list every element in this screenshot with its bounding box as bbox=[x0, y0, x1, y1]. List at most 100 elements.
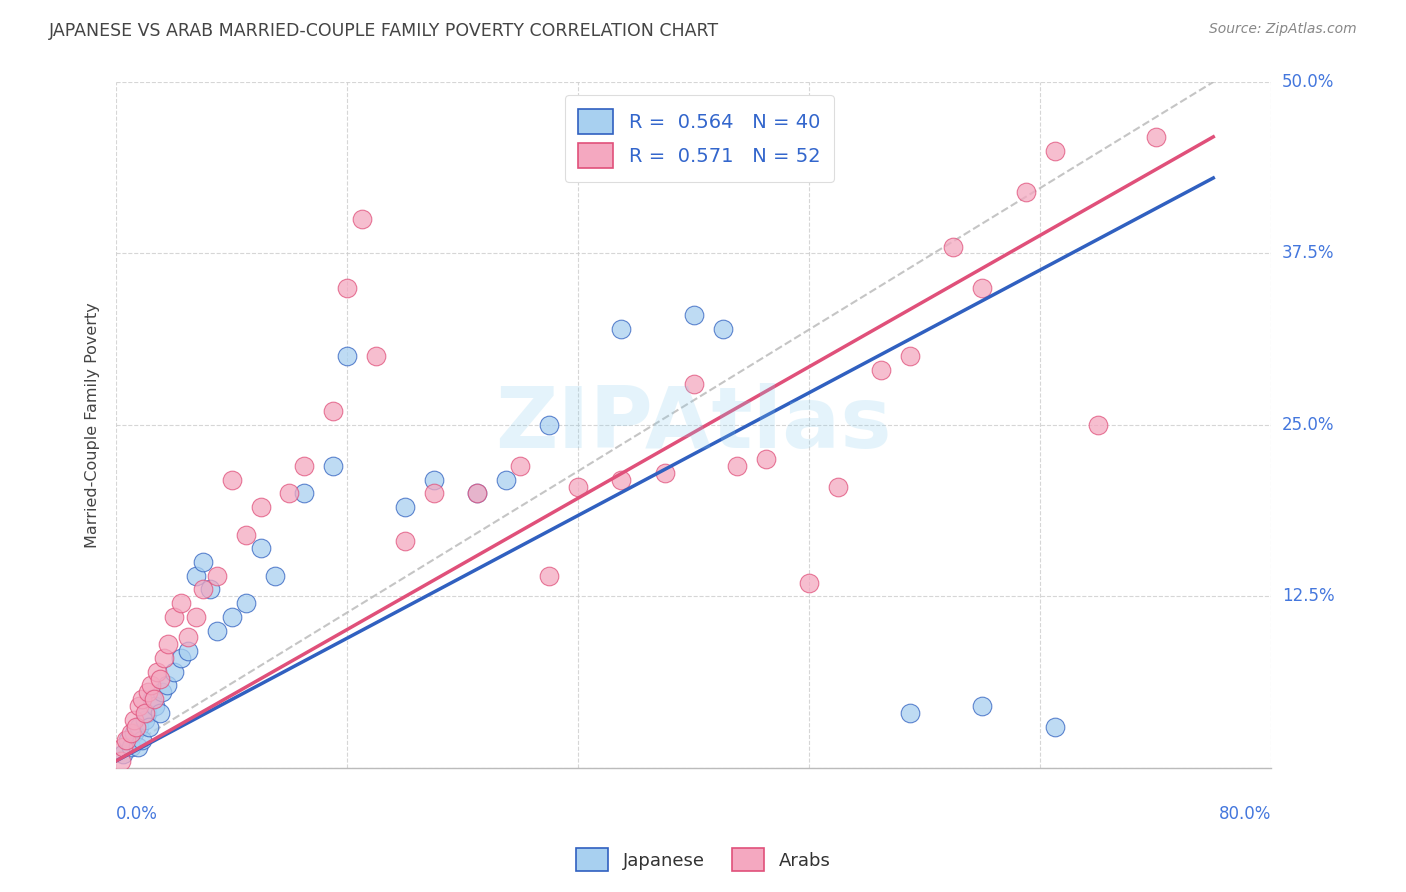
Point bbox=[972, 281, 994, 295]
Point bbox=[131, 692, 153, 706]
Text: 0.0%: 0.0% bbox=[117, 805, 157, 823]
Point bbox=[152, 685, 174, 699]
Point bbox=[127, 740, 149, 755]
Legend: Japanese, Arabs: Japanese, Arabs bbox=[568, 841, 838, 879]
Point bbox=[191, 555, 214, 569]
Point bbox=[141, 692, 163, 706]
Point bbox=[138, 720, 160, 734]
Point bbox=[221, 473, 243, 487]
Text: 12.5%: 12.5% bbox=[1282, 587, 1334, 606]
Text: 80.0%: 80.0% bbox=[1219, 805, 1271, 823]
Point bbox=[682, 376, 704, 391]
Point bbox=[125, 720, 148, 734]
Legend: R =  0.564   N = 40, R =  0.571   N = 52: R = 0.564 N = 40, R = 0.571 N = 52 bbox=[565, 95, 834, 182]
Point bbox=[110, 754, 132, 768]
Text: 37.5%: 37.5% bbox=[1282, 244, 1334, 262]
Point bbox=[755, 452, 778, 467]
Text: 50.0%: 50.0% bbox=[1282, 73, 1334, 91]
Point bbox=[509, 458, 531, 473]
Point bbox=[235, 527, 257, 541]
Point bbox=[264, 568, 287, 582]
Point bbox=[1087, 417, 1109, 432]
Point bbox=[423, 486, 446, 500]
Point bbox=[148, 706, 170, 720]
Point bbox=[120, 740, 142, 755]
Point bbox=[942, 239, 965, 253]
Point bbox=[725, 458, 748, 473]
Point bbox=[567, 479, 589, 493]
Y-axis label: Married-Couple Family Poverty: Married-Couple Family Poverty bbox=[86, 302, 100, 548]
Point bbox=[156, 678, 179, 692]
Point bbox=[207, 624, 229, 638]
Point bbox=[654, 466, 676, 480]
Point bbox=[827, 479, 849, 493]
Point bbox=[495, 473, 517, 487]
Point bbox=[112, 747, 135, 761]
Point bbox=[115, 733, 138, 747]
Point bbox=[177, 644, 200, 658]
Point bbox=[249, 500, 271, 515]
Point bbox=[610, 322, 633, 336]
Point bbox=[221, 610, 243, 624]
Point bbox=[120, 726, 142, 740]
Point bbox=[797, 575, 820, 590]
Point bbox=[207, 568, 229, 582]
Point bbox=[278, 486, 301, 500]
Point bbox=[870, 363, 893, 377]
Point bbox=[1144, 129, 1167, 144]
Point bbox=[336, 349, 359, 363]
Point bbox=[134, 706, 156, 720]
Point bbox=[184, 610, 207, 624]
Point bbox=[198, 582, 221, 597]
Point bbox=[191, 582, 214, 597]
Point bbox=[128, 720, 150, 734]
Point bbox=[1014, 185, 1036, 199]
Point bbox=[1043, 720, 1066, 734]
Point bbox=[170, 651, 193, 665]
Point bbox=[292, 458, 315, 473]
Point bbox=[292, 486, 315, 500]
Point bbox=[163, 610, 186, 624]
Text: 25.0%: 25.0% bbox=[1282, 416, 1334, 434]
Text: ZIPAtlas: ZIPAtlas bbox=[495, 384, 891, 467]
Point bbox=[610, 473, 633, 487]
Point bbox=[128, 698, 150, 713]
Point bbox=[148, 672, 170, 686]
Point bbox=[538, 417, 561, 432]
Point bbox=[145, 665, 167, 679]
Point bbox=[157, 637, 180, 651]
Point bbox=[170, 596, 193, 610]
Point bbox=[249, 541, 271, 556]
Point bbox=[122, 713, 145, 727]
Text: JAPANESE VS ARAB MARRIED-COUPLE FAMILY POVERTY CORRELATION CHART: JAPANESE VS ARAB MARRIED-COUPLE FAMILY P… bbox=[49, 22, 720, 40]
Point bbox=[235, 596, 257, 610]
Point bbox=[136, 685, 159, 699]
Point bbox=[134, 713, 156, 727]
Point bbox=[364, 349, 387, 363]
Point bbox=[898, 349, 921, 363]
Point bbox=[153, 651, 176, 665]
Text: Source: ZipAtlas.com: Source: ZipAtlas.com bbox=[1209, 22, 1357, 37]
Point bbox=[682, 308, 704, 322]
Point bbox=[112, 740, 135, 755]
Point bbox=[423, 473, 446, 487]
Point bbox=[177, 631, 200, 645]
Point bbox=[972, 698, 994, 713]
Point bbox=[711, 322, 734, 336]
Point bbox=[184, 568, 207, 582]
Point bbox=[142, 692, 165, 706]
Point bbox=[131, 733, 153, 747]
Point bbox=[465, 486, 488, 500]
Point bbox=[322, 458, 344, 473]
Point bbox=[135, 706, 157, 720]
Point bbox=[538, 568, 561, 582]
Point bbox=[322, 404, 344, 418]
Point bbox=[143, 698, 166, 713]
Point bbox=[898, 706, 921, 720]
Point bbox=[350, 212, 373, 227]
Point bbox=[117, 733, 139, 747]
Point bbox=[1043, 144, 1066, 158]
Point bbox=[394, 500, 416, 515]
Point bbox=[336, 281, 359, 295]
Point bbox=[394, 534, 416, 549]
